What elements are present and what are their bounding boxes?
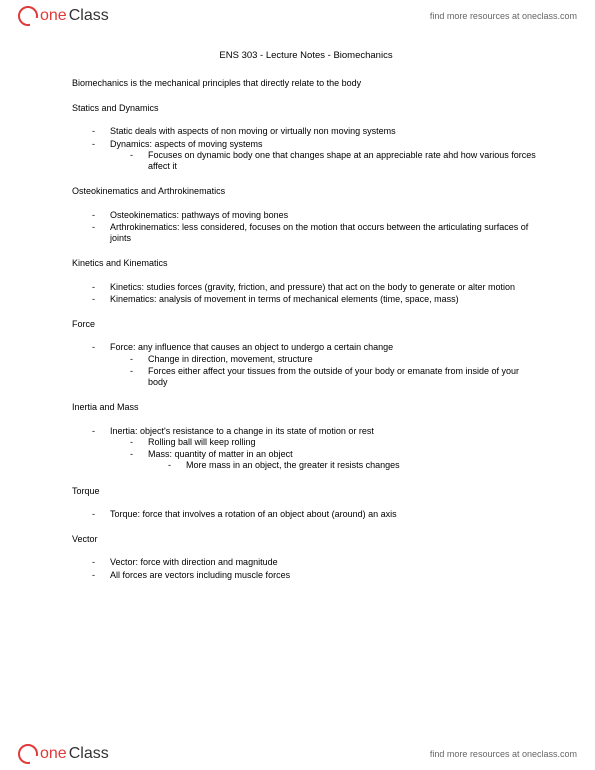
list-item-text: Osteokinematics: pathways of moving bone… [110, 210, 288, 220]
list-item-text: Arthrokinematics: less considered, focus… [110, 222, 528, 243]
list-item: Rolling ball will keep rolling [148, 437, 540, 448]
list-item: Change in direction, movement, structure [148, 354, 540, 365]
list-item: Focuses on dynamic body one that changes… [148, 150, 540, 173]
section-heading: Inertia and Mass [72, 402, 540, 413]
section-heading: Osteokinematics and Arthrokinematics [72, 186, 540, 197]
logo-circle-icon [18, 6, 38, 26]
list-item-text: Vector: force with direction and magnitu… [110, 557, 278, 567]
list-item-text: Kinematics: analysis of movement in term… [110, 294, 459, 304]
list-item: Kinematics: analysis of movement in term… [110, 294, 540, 305]
list-item-text: All forces are vectors including muscle … [110, 570, 290, 580]
brand-logo-footer: oneClass [18, 744, 109, 764]
brand-text-class: Class [69, 7, 109, 25]
header-bar: oneClass find more resources at oneclass… [0, 0, 595, 32]
list-item: Forces either affect your tissues from t… [148, 366, 540, 389]
section-heading: Vector [72, 534, 540, 545]
section-heading: Kinetics and Kinematics [72, 258, 540, 269]
list-item: Torque: force that involves a rotation o… [110, 509, 540, 520]
list-item-text: Inertia: object's resistance to a change… [110, 426, 374, 436]
brand-logo: oneClass [18, 6, 109, 26]
brand-text-class-footer: Class [69, 745, 109, 763]
document-title: ENS 303 - Lecture Notes - Biomechanics [72, 50, 540, 62]
section-heading: Statics and Dynamics [72, 103, 540, 114]
list-item-text: Kinetics: studies forces (gravity, frict… [110, 282, 515, 292]
section-heading: Force [72, 319, 540, 330]
list-item: All forces are vectors including muscle … [110, 570, 540, 581]
list-item-text: Change in direction, movement, structure [148, 354, 313, 364]
list-item: Inertia: object's resistance to a change… [110, 426, 540, 472]
header-tagline[interactable]: find more resources at oneclass.com [430, 11, 577, 21]
document-body: ENS 303 - Lecture Notes - Biomechanics B… [72, 50, 540, 595]
brand-text-one: one [40, 7, 67, 25]
list-item: Dynamics: aspects of moving systemsFocus… [110, 139, 540, 173]
list-item: Force: any influence that causes an obje… [110, 342, 540, 388]
list-item-text: Torque: force that involves a rotation o… [110, 509, 397, 519]
list-item: Static deals with aspects of non moving … [110, 126, 540, 137]
list-item: Osteokinematics: pathways of moving bone… [110, 210, 540, 221]
list-item-text: Dynamics: aspects of moving systems [110, 139, 263, 149]
footer-tagline[interactable]: find more resources at oneclass.com [430, 749, 577, 759]
list-item-text: Static deals with aspects of non moving … [110, 126, 396, 136]
footer-bar: oneClass find more resources at oneclass… [0, 738, 595, 770]
list-item-text: More mass in an object, the greater it r… [186, 460, 400, 470]
intro-paragraph: Biomechanics is the mechanical principle… [72, 78, 540, 89]
list-item-text: Forces either affect your tissues from t… [148, 366, 519, 387]
list-item: More mass in an object, the greater it r… [186, 460, 540, 471]
list-item: Mass: quantity of matter in an objectMor… [148, 449, 540, 472]
brand-text-one-footer: one [40, 745, 67, 763]
section-heading: Torque [72, 486, 540, 497]
list-item: Kinetics: studies forces (gravity, frict… [110, 282, 540, 293]
list-item-text: Rolling ball will keep rolling [148, 437, 256, 447]
list-item-text: Force: any influence that causes an obje… [110, 342, 393, 352]
list-item-text: Focuses on dynamic body one that changes… [148, 150, 536, 171]
list-item: Vector: force with direction and magnitu… [110, 557, 540, 568]
list-item-text: Mass: quantity of matter in an object [148, 449, 293, 459]
list-item: Arthrokinematics: less considered, focus… [110, 222, 540, 245]
logo-circle-icon [18, 744, 38, 764]
